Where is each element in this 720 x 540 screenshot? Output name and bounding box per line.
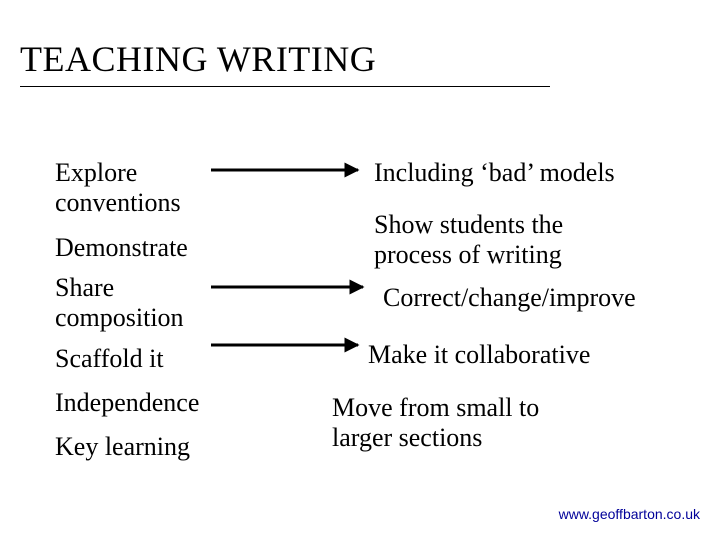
- right-process: Show students the process of writing: [374, 210, 563, 270]
- slide: TEACHING WRITING Explore conventions Dem…: [0, 0, 720, 540]
- right-correct: Correct/change/improve: [383, 283, 636, 313]
- left-demonstrate: Demonstrate: [55, 233, 188, 263]
- left-scaffold: Scaffold it: [55, 344, 164, 374]
- right-collaborative: Make it collaborative: [368, 340, 590, 370]
- left-independence: Independence: [55, 388, 199, 418]
- right-bad-models: Including ‘bad’ models: [374, 158, 615, 188]
- left-key: Key learning: [55, 432, 190, 462]
- left-share: Share composition: [55, 273, 184, 333]
- title-underline: [20, 86, 550, 87]
- footer-url: www.geoffbarton.co.uk: [559, 506, 700, 522]
- left-explore: Explore conventions: [55, 158, 181, 218]
- slide-title: TEACHING WRITING: [20, 38, 376, 80]
- right-sections: Move from small to larger sections: [332, 393, 539, 453]
